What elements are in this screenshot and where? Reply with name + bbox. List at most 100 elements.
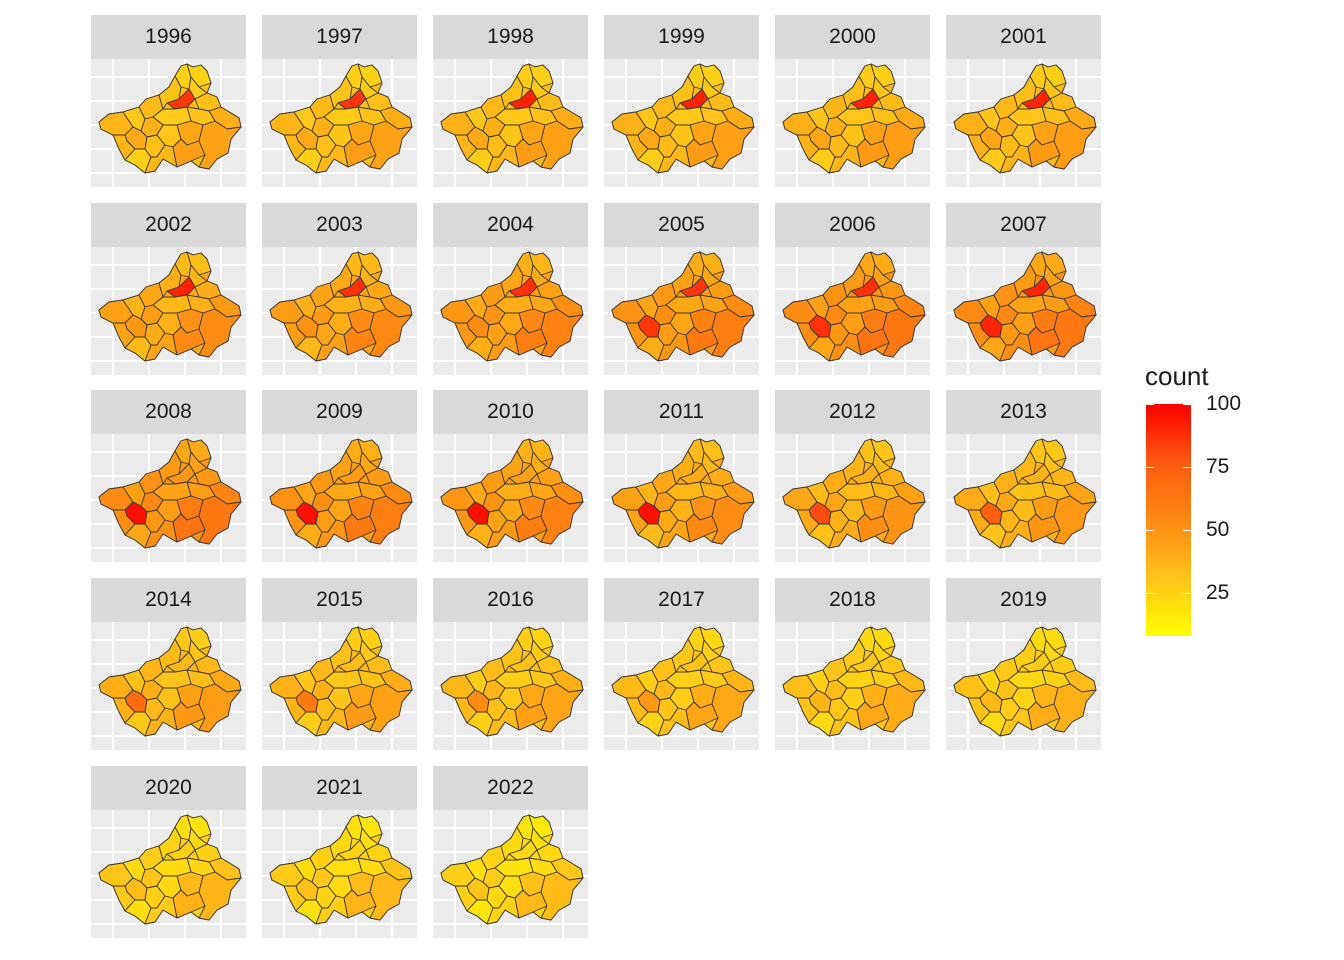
district-region [500,263,524,298]
choropleth-map [946,247,1101,375]
district-region [711,495,755,545]
map-panel [946,434,1101,562]
facet-strip-label: 2003 [262,203,417,247]
facet-strip-label: 2016 [433,578,588,622]
facet-strip-label: 2014 [91,578,246,622]
district-region [1013,450,1037,485]
district-region [671,263,695,298]
map-panel [604,59,759,187]
map-panel [775,247,930,375]
district-region [369,308,413,358]
facet-strip-label: 2017 [604,578,759,622]
choropleth-map [262,59,417,187]
map-panel [91,810,246,938]
map-panel [604,247,759,375]
map-panel [433,434,588,562]
facet-strip-label: 2007 [946,203,1101,247]
district-region [369,120,413,170]
map-panel [262,247,417,375]
facet-panel: 2018 [775,578,930,750]
choropleth-map [433,434,588,562]
choropleth-map [604,59,759,187]
choropleth-map [262,434,417,562]
district-region [329,263,353,298]
choropleth-map [775,59,930,187]
choropleth-map [91,622,246,750]
facet-strip-label: 2006 [775,203,930,247]
facet-panel: 2001 [946,15,1101,187]
facet-panel: 2012 [775,390,930,562]
legend-title: count [1145,361,1209,391]
facet-strip-label: 2001 [946,15,1101,59]
district-region [1053,120,1097,170]
district-region [842,75,866,110]
district-region [1053,495,1097,545]
choropleth-map [433,622,588,750]
facet-strip-label: 2010 [433,390,588,434]
map-panel [775,434,930,562]
district-region [158,450,182,485]
facet-panel: 1999 [604,15,759,187]
district-region [1013,638,1037,673]
district-region [329,826,353,861]
district-region [500,75,524,110]
district-region [671,450,695,485]
facet-panel: 2004 [433,203,588,375]
district-region [540,683,584,733]
legend-tick-label: 100 [1206,392,1242,415]
district-region [540,871,584,921]
choropleth-map [433,59,588,187]
facet-panel: 2020 [91,766,246,938]
facet-strip-label: 2000 [775,15,930,59]
map-panel [262,434,417,562]
map-panel [262,810,417,938]
choropleth-map [262,622,417,750]
choropleth-map [433,810,588,938]
map-panel [433,622,588,750]
facet-panel: 1997 [262,15,417,187]
facet-strip-label: 2015 [262,578,417,622]
map-panel [91,622,246,750]
district-region [1053,308,1097,358]
map-panel [946,622,1101,750]
facet-strip-label: 2018 [775,578,930,622]
district-region [1013,263,1037,298]
district-region [500,450,524,485]
facet-panel: 2007 [946,203,1101,375]
facet-strip-label: 2021 [262,766,417,810]
map-panel [775,59,930,187]
choropleth-map [91,810,246,938]
facet-panel: 2008 [91,390,246,562]
facet-panel: 2011 [604,390,759,562]
facet-panel: 2014 [91,578,246,750]
choropleth-map [604,622,759,750]
district-region [671,638,695,673]
district-region [329,450,353,485]
district-region [842,263,866,298]
facet-strip-label: 2011 [604,390,759,434]
facet-strip-label: 1999 [604,15,759,59]
facet-strip-label: 1998 [433,15,588,59]
map-panel [262,59,417,187]
choropleth-map [775,247,930,375]
district-region [671,75,695,110]
facet-panel: 2013 [946,390,1101,562]
map-panel [91,247,246,375]
choropleth-map [604,247,759,375]
facet-strip-label: 2009 [262,390,417,434]
district-region [369,495,413,545]
facet-strip-label: 2005 [604,203,759,247]
district-region [500,826,524,861]
district-region [882,683,926,733]
map-panel [91,434,246,562]
facet-strip-label: 2020 [91,766,246,810]
choropleth-map [946,622,1101,750]
facet-panel: 2019 [946,578,1101,750]
district-region [711,308,755,358]
choropleth-map [91,247,246,375]
facet-strip-label: 2022 [433,766,588,810]
legend-colorbar [1146,404,1191,636]
facet-panel: 2003 [262,203,417,375]
district-region [198,308,242,358]
choropleth-map [91,434,246,562]
